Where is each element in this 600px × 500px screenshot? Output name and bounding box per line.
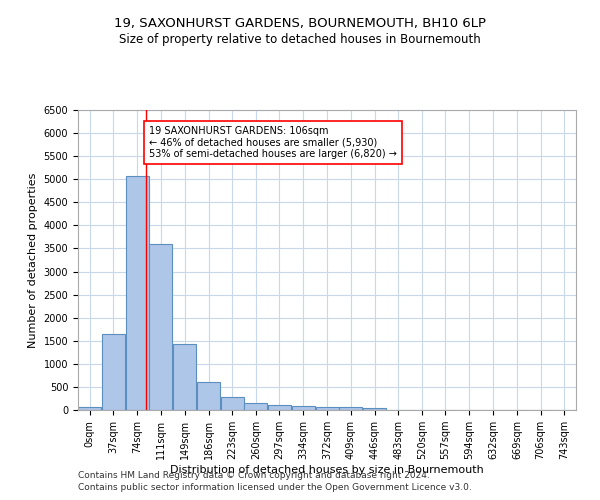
Bar	[102, 334, 125, 410]
Bar	[197, 382, 220, 410]
Bar	[316, 407, 339, 410]
Bar	[173, 344, 196, 410]
Text: Contains HM Land Registry data © Crown copyright and database right 2024.: Contains HM Land Registry data © Crown c…	[78, 471, 430, 480]
Bar	[244, 403, 268, 410]
Y-axis label: Number of detached properties: Number of detached properties	[28, 172, 38, 348]
Text: 19, SAXONHURST GARDENS, BOURNEMOUTH, BH10 6LP: 19, SAXONHURST GARDENS, BOURNEMOUTH, BH1…	[114, 18, 486, 30]
Bar	[79, 406, 101, 410]
Bar	[340, 408, 362, 410]
Text: Contains public sector information licensed under the Open Government Licence v3: Contains public sector information licen…	[78, 484, 472, 492]
Text: Size of property relative to detached houses in Bournemouth: Size of property relative to detached ho…	[119, 32, 481, 46]
Bar	[149, 244, 172, 410]
Bar	[292, 406, 314, 410]
Text: 19 SAXONHURST GARDENS: 106sqm
← 46% of detached houses are smaller (5,930)
53% o: 19 SAXONHURST GARDENS: 106sqm ← 46% of d…	[149, 126, 397, 160]
Bar	[125, 176, 149, 410]
X-axis label: Distribution of detached houses by size in Bournemouth: Distribution of detached houses by size …	[170, 465, 484, 475]
Bar	[268, 405, 291, 410]
Bar	[221, 396, 244, 410]
Bar	[363, 408, 386, 410]
